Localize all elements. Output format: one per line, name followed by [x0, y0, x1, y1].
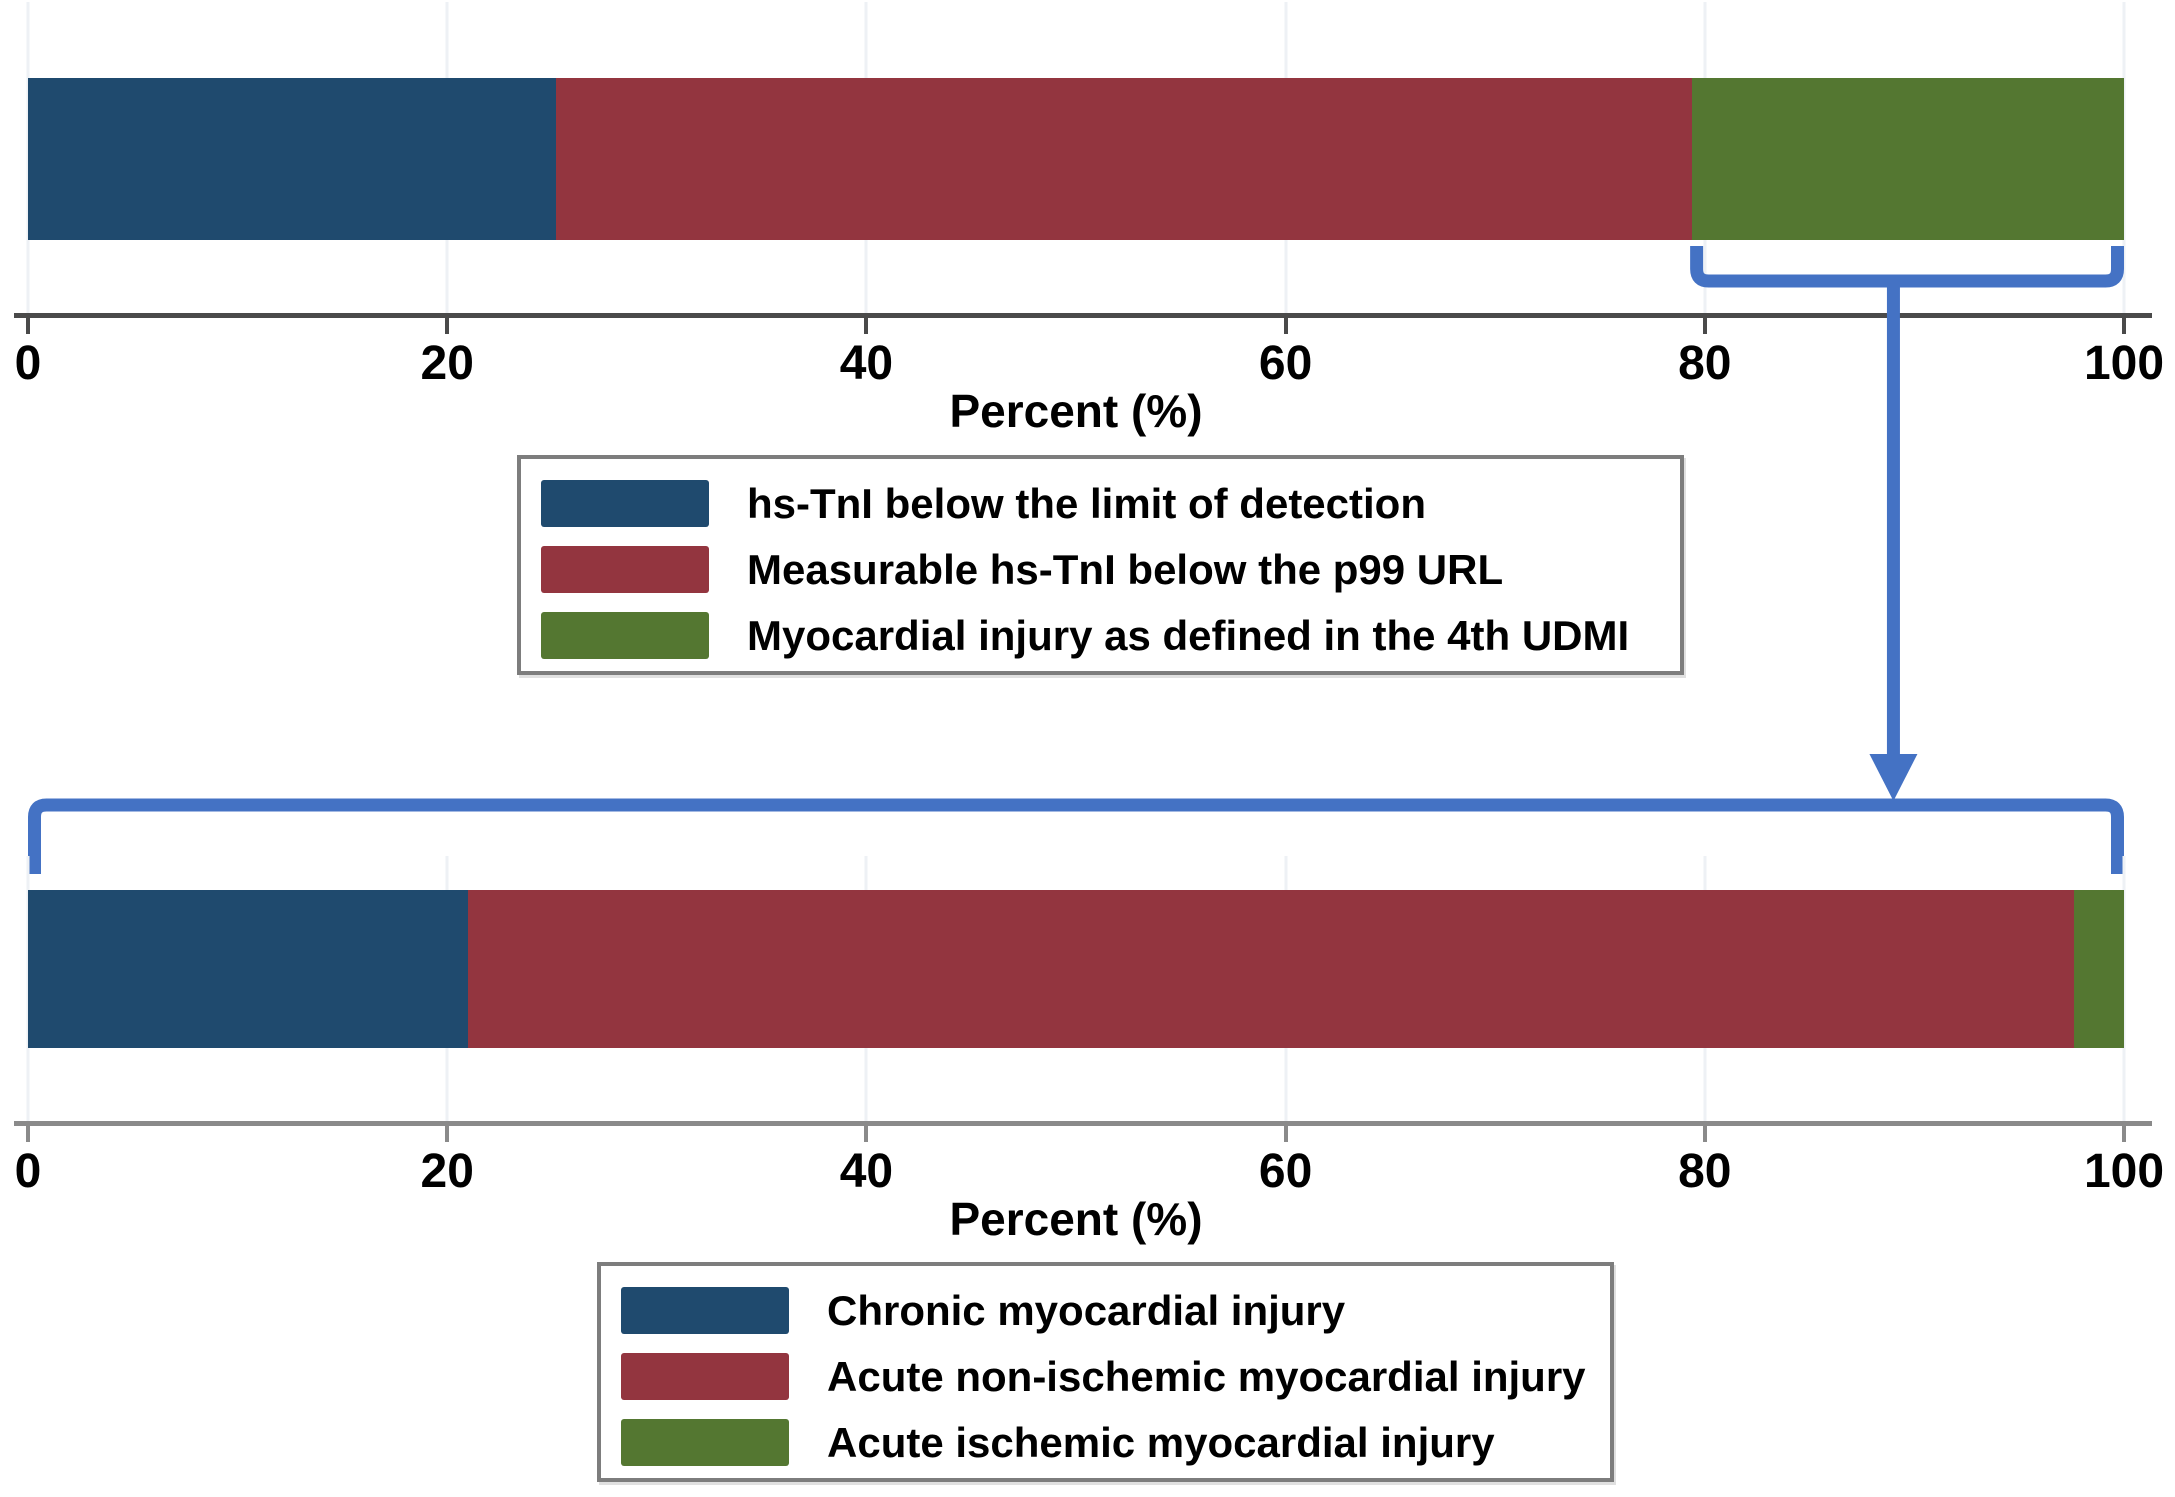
bottom-bracket	[28, 798, 2124, 874]
segment-acute-non-ischemic-injury	[468, 890, 2074, 1048]
legend-item: hs-TnI below the limit of detection	[541, 480, 1680, 527]
gridline	[864, 856, 868, 1121]
x-tick	[445, 318, 450, 334]
segment-chronic-myocardial-injury	[28, 890, 469, 1048]
x-tick	[1283, 1126, 1288, 1142]
legend-label: Myocardial injury as defined in the 4th …	[747, 611, 1630, 659]
x-tick-label: 60	[1258, 337, 1313, 390]
legend-item: Acute non-ischemic myocardial injury	[621, 1353, 1610, 1400]
legend-swatch-navy	[541, 480, 709, 527]
x-axis-line	[14, 313, 2152, 318]
top-stacked-bar	[28, 78, 2124, 240]
x-tick-label: 0	[14, 1145, 42, 1198]
bottom-stacked-bar	[28, 890, 2124, 1048]
top-legend: hs-TnI below the limit of detection Meas…	[517, 455, 1684, 675]
x-tick	[26, 318, 30, 334]
x-tick	[1702, 1126, 1707, 1142]
legend-item: Acute ischemic myocardial injury	[621, 1419, 1610, 1466]
legend-item: Measurable hs-TnI below the p99 URL	[541, 546, 1680, 593]
gridline	[864, 2, 868, 313]
segment-hs-tni-below-lod	[28, 78, 557, 240]
legend-label: Chronic myocardial injury	[827, 1286, 1346, 1334]
x-tick	[2122, 1126, 2126, 1142]
down-arrow-head	[1869, 754, 1918, 801]
x-tick-label: 80	[1678, 337, 1732, 390]
gridline	[1703, 856, 1707, 1121]
x-tick-label: 100	[2083, 1145, 2165, 1198]
x-tick-label: 100	[2083, 337, 2165, 390]
x-tick-label: 40	[839, 1145, 894, 1198]
x-tick-label: 60	[1258, 1145, 1313, 1198]
legend-swatch-navy	[621, 1287, 789, 1334]
segment-measurable-hs-tni-below-p99	[556, 78, 1693, 240]
legend-swatch-maroon	[621, 1353, 789, 1400]
x-tick	[864, 318, 869, 334]
x-tick	[26, 1126, 30, 1142]
gridline	[26, 2, 30, 313]
segment-acute-ischemic-injury	[2073, 890, 2124, 1048]
x-tick	[445, 1126, 450, 1142]
x-axis-line	[14, 1121, 2152, 1126]
gridline	[1703, 2, 1707, 313]
x-tick-label: 20	[420, 1145, 474, 1198]
gridline	[26, 856, 30, 1121]
gridline	[1284, 856, 1288, 1121]
legend-label: hs-TnI below the limit of detection	[747, 479, 1426, 527]
x-axis-title: Percent (%)	[949, 385, 1203, 437]
legend-label: Measurable hs-TnI below the p99 URL	[747, 545, 1504, 593]
x-axis-title: Percent (%)	[949, 1193, 1203, 1245]
x-tick	[1283, 318, 1288, 334]
x-tick-label: 0	[14, 337, 42, 390]
gridline	[2122, 2, 2126, 313]
legend-item: Myocardial injury as defined in the 4th …	[541, 612, 1680, 659]
legend-swatch-green	[541, 612, 709, 659]
gridline	[445, 2, 449, 313]
legend-swatch-green	[621, 1419, 789, 1466]
x-tick	[864, 1126, 869, 1142]
x-tick	[2122, 318, 2126, 334]
top-bracket	[1690, 246, 2124, 288]
gridline	[1284, 2, 1288, 313]
legend-label: Acute ischemic myocardial injury	[827, 1418, 1495, 1466]
segment-myocardial-injury-4th-udmi	[1692, 78, 2124, 240]
legend-item: Chronic myocardial injury	[621, 1287, 1610, 1334]
gridline	[445, 856, 449, 1121]
x-tick	[1702, 318, 1707, 334]
x-tick-label: 40	[839, 337, 894, 390]
x-tick-label: 20	[420, 337, 474, 390]
legend-swatch-maroon	[541, 546, 709, 593]
gridline	[2122, 856, 2126, 1121]
bottom-legend: Chronic myocardial injury Acute non-isch…	[597, 1262, 1614, 1482]
legend-label: Acute non-ischemic myocardial injury	[827, 1352, 1586, 1400]
x-tick-label: 80	[1678, 1145, 1732, 1198]
